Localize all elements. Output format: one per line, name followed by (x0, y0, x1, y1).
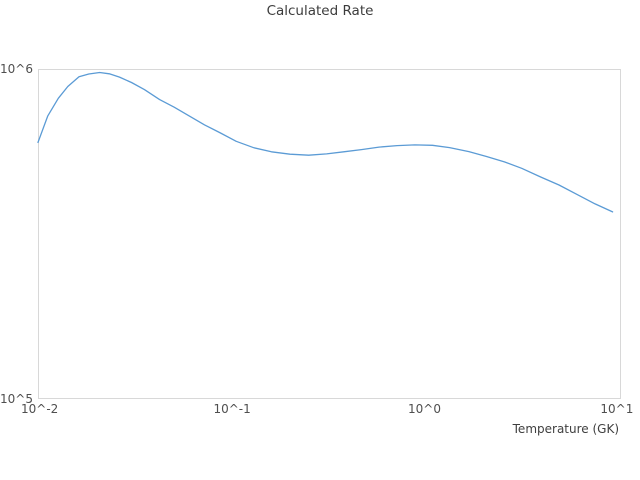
x-tick-label: 10^-2 (21, 402, 59, 416)
plot-area (38, 69, 621, 399)
x-tick-label: 10^1 (600, 402, 634, 416)
y-tick-label: 10^6 (0, 62, 33, 76)
line-series (37, 71, 614, 213)
x-axis-label: Temperature (GK) (512, 422, 619, 436)
x-tick-label: 10^-1 (213, 402, 251, 416)
chart-title: Calculated Rate (266, 3, 374, 19)
y-tick-label: 10^5 (0, 392, 33, 406)
x-tick-label: 10^0 (408, 402, 441, 416)
